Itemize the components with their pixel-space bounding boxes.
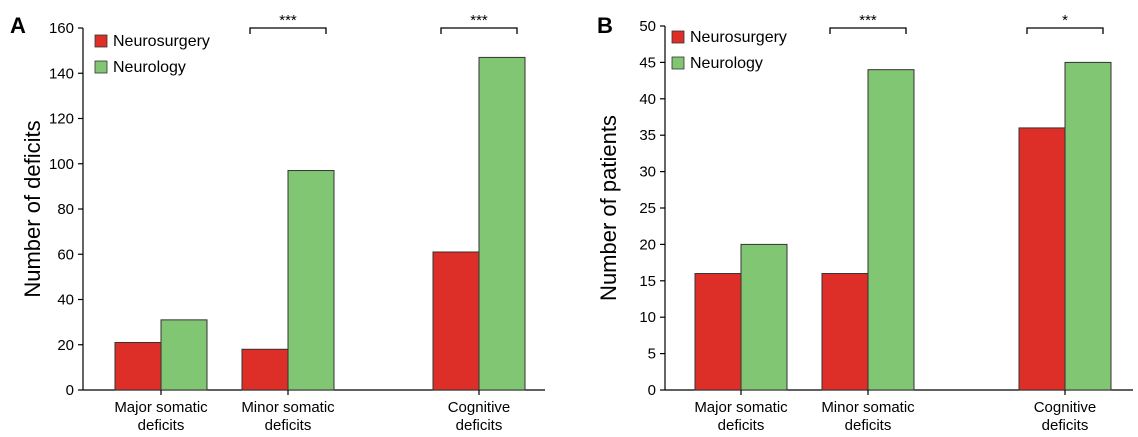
y-tick-label: 40 xyxy=(57,292,74,309)
significance-label: * xyxy=(1062,12,1068,29)
significance-bracket xyxy=(440,27,518,34)
y-tick-label: 0 xyxy=(648,382,656,399)
x-tick-label: Major somatic xyxy=(694,399,788,416)
legend-swatch-neurology xyxy=(94,60,108,74)
bar-neurology-1 xyxy=(740,243,788,391)
y-tick-label: 50 xyxy=(639,18,656,35)
chart-panel-b: B Number of patients 0 5 10 15 20 25 30 35 40 45 50 M… xyxy=(596,12,1133,434)
x-tick-label: deficits xyxy=(265,417,312,434)
y-tick-label: 80 xyxy=(57,201,74,218)
y-tick-label: 45 xyxy=(639,54,656,71)
legend-label-neurology: Neurology xyxy=(113,59,186,76)
significance-label: *** xyxy=(470,12,488,29)
x-tick-label: deficits xyxy=(1042,417,1089,434)
bar-neurosurgery-3 xyxy=(1018,127,1066,391)
legend-swatch-neurosurgery xyxy=(94,34,108,48)
bar-neurosurgery-1 xyxy=(114,341,162,391)
legend-label-neurosurgery: Neurosurgery xyxy=(113,33,210,50)
x-tick-label: Major somatic xyxy=(114,399,208,416)
y-tick-label: 60 xyxy=(57,246,74,263)
x-tick-label: Cognitive xyxy=(1034,399,1097,416)
y-tick-label: 100 xyxy=(49,156,74,173)
bar-neurosurgery-1 xyxy=(694,273,742,391)
significance-bracket xyxy=(249,27,327,34)
significance-label: *** xyxy=(859,12,877,29)
x-tick-label: Cognitive xyxy=(448,399,511,416)
x-tick-label: Minor somatic xyxy=(821,399,915,416)
bar-neurosurgery-3 xyxy=(432,251,480,391)
y-tick-label: 140 xyxy=(49,65,74,82)
y-tick-label: 0 xyxy=(66,382,74,399)
x-tick-label: deficits xyxy=(718,417,765,434)
y-tick-label: 120 xyxy=(49,111,74,128)
y-tick-label: 20 xyxy=(57,337,74,354)
y-tick-label: 5 xyxy=(648,346,656,363)
bar-neurology-2 xyxy=(867,69,915,391)
x-tick-label: deficits xyxy=(845,417,892,434)
legend-swatch-neurosurgery xyxy=(671,30,685,44)
y-axis-label: Number of patients xyxy=(596,115,621,301)
bar-neurology-3 xyxy=(1064,61,1112,391)
legend-label-neurology: Neurology xyxy=(690,55,763,72)
y-tick-label: 10 xyxy=(639,309,656,326)
y-axis-label: Number of deficits xyxy=(20,120,45,297)
panel-letter: B xyxy=(597,13,613,38)
y-tick-label: 25 xyxy=(639,200,656,217)
chart-panel-a: A Number of deficits 0 20 40 60 80 100 120 140 160… xyxy=(10,12,545,434)
legend-swatch-neurology xyxy=(671,56,685,70)
y-tick-label: 20 xyxy=(639,236,656,253)
bar-neurosurgery-2 xyxy=(821,273,869,391)
bar-neurosurgery-2 xyxy=(241,348,289,391)
legend-label-neurosurgery: Neurosurgery xyxy=(690,29,787,46)
bar-neurology-2 xyxy=(287,170,335,391)
x-tick-label: deficits xyxy=(456,417,503,434)
significance-bracket xyxy=(1026,27,1104,34)
significance-bracket xyxy=(829,27,907,34)
y-tick-label: 40 xyxy=(639,91,656,108)
y-tick-label: 160 xyxy=(49,20,74,37)
bar-neurology-3 xyxy=(478,56,526,391)
x-tick-label: Minor somatic xyxy=(241,399,335,416)
y-tick-label: 15 xyxy=(639,273,656,290)
significance-label: *** xyxy=(279,12,297,29)
y-tick-label: 30 xyxy=(639,164,656,181)
y-tick-label: 35 xyxy=(639,127,656,144)
x-tick-label: deficits xyxy=(138,417,185,434)
bar-neurology-1 xyxy=(160,319,208,391)
panel-letter: A xyxy=(10,13,26,38)
